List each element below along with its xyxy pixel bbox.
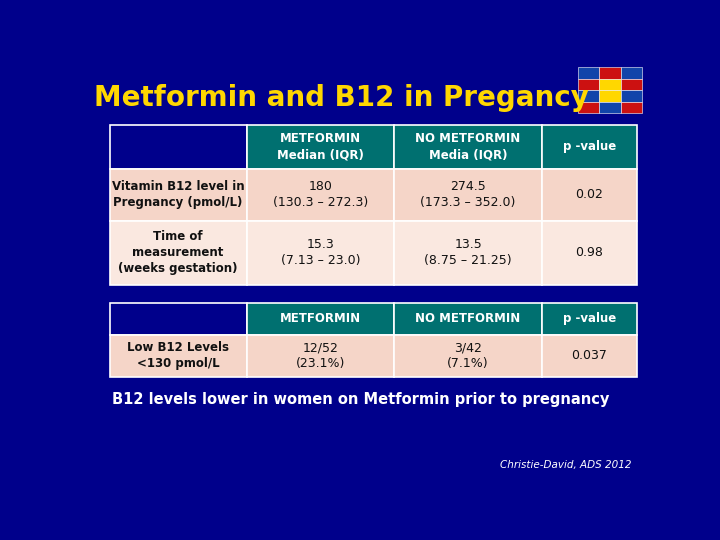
FancyBboxPatch shape bbox=[247, 335, 395, 377]
FancyBboxPatch shape bbox=[395, 335, 542, 377]
Text: 13.5
(8.75 – 21.25): 13.5 (8.75 – 21.25) bbox=[424, 239, 512, 267]
FancyBboxPatch shape bbox=[395, 221, 542, 285]
FancyBboxPatch shape bbox=[109, 168, 247, 221]
FancyBboxPatch shape bbox=[621, 78, 642, 90]
FancyBboxPatch shape bbox=[109, 125, 247, 168]
Text: NO METFORMIN
Media (IQR): NO METFORMIN Media (IQR) bbox=[415, 132, 521, 161]
FancyBboxPatch shape bbox=[395, 168, 542, 221]
Text: 3/42
(7.1%): 3/42 (7.1%) bbox=[447, 341, 489, 370]
FancyBboxPatch shape bbox=[621, 67, 642, 78]
FancyBboxPatch shape bbox=[247, 168, 395, 221]
FancyBboxPatch shape bbox=[578, 102, 600, 113]
FancyBboxPatch shape bbox=[600, 78, 621, 90]
Text: METFORMIN: METFORMIN bbox=[280, 312, 361, 326]
Text: METFORMIN
Median (IQR): METFORMIN Median (IQR) bbox=[277, 132, 364, 161]
FancyBboxPatch shape bbox=[395, 302, 542, 335]
FancyBboxPatch shape bbox=[578, 78, 600, 90]
Text: 180
(130.3 – 272.3): 180 (130.3 – 272.3) bbox=[273, 180, 368, 209]
FancyBboxPatch shape bbox=[247, 125, 395, 168]
Text: Low B12 Levels
<130 pmol/L: Low B12 Levels <130 pmol/L bbox=[127, 341, 229, 370]
FancyBboxPatch shape bbox=[600, 67, 621, 78]
Text: p -value: p -value bbox=[563, 140, 616, 153]
Text: Time of
measurement
(weeks gestation): Time of measurement (weeks gestation) bbox=[118, 231, 238, 275]
FancyBboxPatch shape bbox=[247, 221, 395, 285]
Text: 0.037: 0.037 bbox=[572, 349, 607, 362]
FancyBboxPatch shape bbox=[600, 102, 621, 113]
FancyBboxPatch shape bbox=[109, 302, 247, 335]
Text: 274.5
(173.3 – 352.0): 274.5 (173.3 – 352.0) bbox=[420, 180, 516, 209]
Text: Vitamin B12 level in
Pregnancy (pmol/L): Vitamin B12 level in Pregnancy (pmol/L) bbox=[112, 180, 244, 209]
FancyBboxPatch shape bbox=[621, 102, 642, 113]
Text: 12/52
(23.1%): 12/52 (23.1%) bbox=[296, 341, 345, 370]
FancyBboxPatch shape bbox=[109, 221, 247, 285]
FancyBboxPatch shape bbox=[542, 335, 637, 377]
FancyBboxPatch shape bbox=[542, 125, 637, 168]
FancyBboxPatch shape bbox=[600, 90, 621, 102]
Text: 0.02: 0.02 bbox=[575, 188, 603, 201]
FancyBboxPatch shape bbox=[542, 168, 637, 221]
Text: Christie-David, ADS 2012: Christie-David, ADS 2012 bbox=[500, 460, 631, 470]
FancyBboxPatch shape bbox=[578, 67, 600, 78]
Text: NO METFORMIN: NO METFORMIN bbox=[415, 312, 521, 326]
Text: p -value: p -value bbox=[563, 312, 616, 326]
Text: 15.3
(7.13 – 23.0): 15.3 (7.13 – 23.0) bbox=[281, 239, 360, 267]
FancyBboxPatch shape bbox=[621, 90, 642, 102]
FancyBboxPatch shape bbox=[542, 221, 637, 285]
Text: B12 levels lower in women on Metformin prior to pregnancy: B12 levels lower in women on Metformin p… bbox=[112, 393, 610, 408]
FancyBboxPatch shape bbox=[395, 125, 542, 168]
FancyBboxPatch shape bbox=[247, 302, 395, 335]
Text: 0.98: 0.98 bbox=[575, 246, 603, 259]
FancyBboxPatch shape bbox=[542, 302, 637, 335]
FancyBboxPatch shape bbox=[578, 90, 600, 102]
Text: Metformin and B12 in Pregancy: Metformin and B12 in Pregancy bbox=[94, 84, 588, 112]
FancyBboxPatch shape bbox=[109, 335, 247, 377]
